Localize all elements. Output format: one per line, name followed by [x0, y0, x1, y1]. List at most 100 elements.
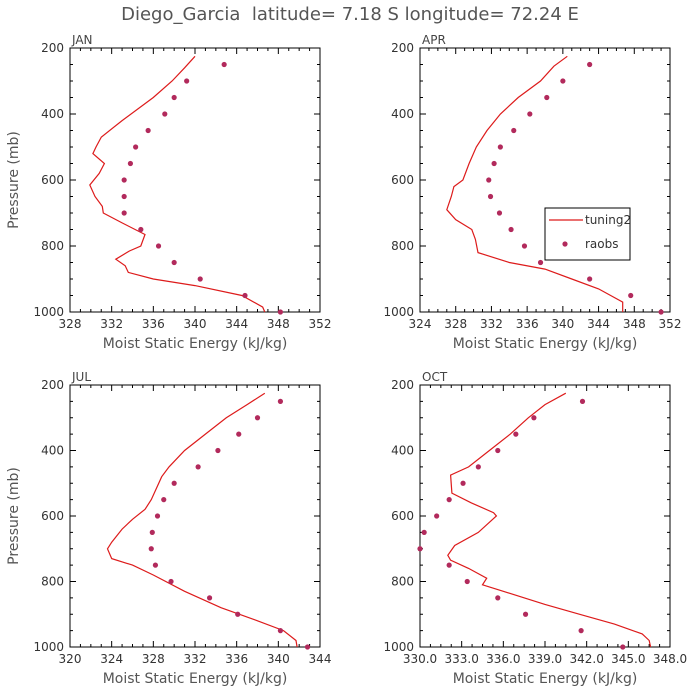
raob-point — [277, 398, 284, 404]
raob-point — [215, 447, 221, 454]
raob-point — [195, 464, 201, 470]
y-tick-label: 600 — [391, 509, 414, 523]
raob-point — [531, 415, 537, 421]
raob-point — [171, 94, 177, 101]
x-tick-label: 344 — [225, 317, 248, 331]
panel-title: JAN — [71, 33, 93, 47]
x-tick-label: 336 — [516, 317, 539, 331]
raob-point — [434, 513, 440, 519]
x-tick-label: 336.0 — [486, 652, 520, 666]
x-axis-label: Moist Static Energy (kJ/kg) — [103, 671, 288, 687]
panel-title: JUL — [71, 370, 91, 384]
raob-point — [184, 78, 190, 84]
raob-point — [221, 61, 227, 68]
raob-point — [138, 226, 144, 233]
x-tick-label: 342.0 — [569, 652, 603, 666]
raob-point — [496, 210, 503, 216]
legend-point-swatch — [562, 241, 568, 247]
x-tick-label: 339.0 — [528, 652, 562, 666]
y-tick-label: 800 — [41, 239, 64, 253]
raob-point — [161, 497, 167, 503]
x-tick-label: 352 — [659, 317, 682, 331]
y-tick-label: 600 — [41, 173, 64, 187]
series-line-tuning2 — [446, 55, 624, 312]
series-line-tuning2 — [89, 55, 266, 313]
x-axis-label: Moist Static Energy (kJ/kg) — [103, 336, 288, 352]
raob-point — [537, 259, 544, 266]
raob-point — [491, 160, 497, 167]
raob-point — [145, 127, 151, 134]
raob-point — [508, 226, 514, 233]
y-tick-label: 400 — [41, 107, 64, 121]
raob-point — [578, 628, 584, 634]
plot-frame — [69, 47, 321, 313]
x-tick-label: 336 — [142, 317, 165, 331]
raob-point — [236, 431, 242, 437]
y-tick-label: 800 — [41, 575, 64, 589]
raob-point — [587, 276, 593, 282]
plot-frame — [419, 47, 671, 313]
raob-point — [495, 447, 501, 454]
y-tick-label: 200 — [41, 41, 64, 55]
raob-point — [121, 193, 127, 200]
raob-point — [487, 193, 494, 200]
x-tick-label: 330.0 — [403, 652, 437, 666]
raob-point — [121, 210, 127, 216]
y-axis-label: Pressure (mb) — [6, 131, 22, 229]
panel-title: APR — [422, 33, 446, 47]
y-tick-label: 400 — [391, 107, 414, 121]
x-tick-label: 344 — [587, 317, 610, 331]
y-tick-label: 1000 — [383, 640, 414, 654]
raob-point — [486, 177, 492, 183]
raob-point — [133, 144, 139, 150]
raob-point — [171, 480, 177, 486]
raob-point — [446, 497, 452, 503]
legend-label-raobs: raobs — [585, 237, 619, 251]
raob-point — [254, 415, 261, 421]
y-tick-label: 400 — [41, 444, 64, 458]
raob-point — [235, 611, 241, 617]
x-tick-label: 344 — [309, 652, 332, 666]
raob-point — [148, 546, 154, 552]
x-tick-label: 348 — [623, 317, 646, 331]
raob-point — [560, 78, 566, 84]
raob-point — [495, 595, 501, 601]
chart-panel-jul: JUL 320 324 328 332 336 340 344 200 400 600 800 1000… — [6, 370, 331, 687]
y-tick-label: 200 — [41, 378, 64, 392]
raob-point — [277, 628, 284, 634]
y-tick-label: 200 — [391, 378, 414, 392]
y-tick-label: 600 — [41, 509, 64, 523]
raob-point — [155, 243, 162, 249]
chart-panel-oct: OCT 330.0 333.0 336.0 339.0 342.0 345.0 348.0 20… — [383, 370, 687, 687]
x-tick-label: 345.0 — [611, 652, 645, 666]
x-tick-label: 332 — [184, 652, 207, 666]
y-tick-label: 400 — [391, 444, 414, 458]
x-tick-label: 328 — [142, 652, 165, 666]
x-tick-label: 333.0 — [444, 652, 478, 666]
y-tick-label: 1000 — [33, 640, 64, 654]
raob-point — [497, 144, 503, 150]
panels: JAN 328 332 336 340 344 348 352 200 400 600 800 1000… — [6, 33, 687, 687]
x-tick-label: 336 — [225, 652, 248, 666]
y-tick-label: 800 — [391, 239, 414, 253]
raob-point — [460, 480, 466, 486]
chart-panel-jan: JAN 328 332 336 340 344 348 352 200 400 600 800 1000… — [6, 33, 331, 352]
x-tick-label: 328 — [444, 317, 467, 331]
raob-point — [511, 127, 517, 134]
legend-box — [544, 207, 631, 261]
x-tick-label: 340 — [184, 317, 207, 331]
raob-point — [658, 309, 664, 315]
chart-panel-apr: APR 324 328 332 336 340 344 348 352 200 400 600 800 1… — [383, 33, 681, 352]
raob-point — [628, 292, 634, 299]
raob-point — [154, 513, 161, 519]
x-tick-label: 324 — [409, 317, 432, 331]
legend: tuning2 raobs — [544, 207, 631, 261]
x-tick-label: 332 — [100, 317, 123, 331]
x-axis-label: Moist Static Energy (kJ/kg) — [453, 336, 638, 352]
x-tick-label: 328 — [59, 317, 82, 331]
raob-point — [446, 562, 452, 568]
x-tick-label: 324 — [100, 652, 123, 666]
raob-point — [304, 644, 311, 650]
figure-title: Diego_Garcia latitude= 7.18 S longitude=… — [121, 4, 579, 25]
x-axis-label: Moist Static Energy (kJ/kg) — [453, 671, 638, 687]
